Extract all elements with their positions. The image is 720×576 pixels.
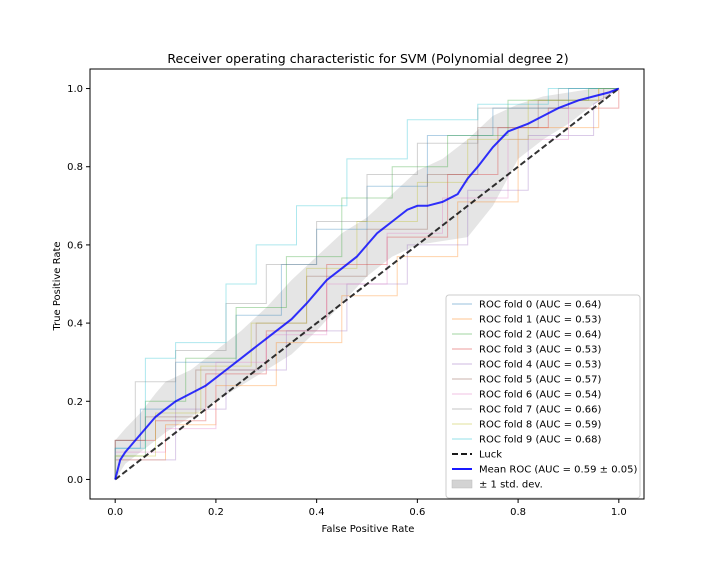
y-tick-label: 1.0	[67, 84, 83, 95]
roc-fold-line-8	[114, 88, 619, 480]
roc-fold-line-4	[114, 88, 620, 480]
roc-fold-line-6	[114, 88, 619, 480]
roc-fold-line-5	[114, 88, 619, 480]
legend-box	[445, 294, 641, 499]
legend-label: ROC fold 3 (AUC = 0.53)	[479, 345, 602, 356]
y-tick-label: 0.4	[67, 319, 83, 330]
legend-label: ROC fold 1 (AUC = 0.53)	[479, 315, 602, 326]
x-tick-label: 1.0	[611, 507, 627, 518]
roc-fold-line-3	[114, 88, 620, 480]
legend: ROC fold 0 (AUC = 0.64) ROC fold 1 (AUC =…	[445, 294, 641, 499]
x-tick-label: 0.6	[409, 507, 425, 518]
mean-roc-line	[114, 87, 620, 480]
legend-patch	[451, 479, 473, 489]
legend-label: ± 1 std. dev.	[479, 480, 543, 491]
x-tick-label: 0.0	[107, 507, 123, 518]
x-tick-label: 0.8	[510, 507, 526, 518]
y-tick-label: 0.6	[67, 240, 83, 251]
legend-label: ROC fold 6 (AUC = 0.54)	[479, 390, 602, 401]
legend-label: ROC fold 2 (AUC = 0.64)	[479, 330, 602, 341]
y-axis-label: True Positive Rate	[52, 241, 63, 331]
y-tick-label: 0.2	[67, 397, 83, 408]
y-tick-label: 0.0	[67, 475, 83, 486]
series-layer	[114, 87, 620, 481]
x-axis-label: False Positive Rate	[322, 524, 415, 535]
chart-title: Receiver operating characteristic for SV…	[167, 51, 568, 66]
luck-line	[114, 87, 620, 481]
legend-label: ROC fold 9 (AUC = 0.68)	[479, 435, 602, 446]
x-tick-label: 0.2	[208, 507, 224, 518]
roc-fold-line-0	[114, 88, 619, 480]
roc-fold-line-2	[114, 88, 619, 480]
roc-fold-line-9	[114, 88, 619, 480]
legend-items: ROC fold 0 (AUC = 0.64) ROC fold 1 (AUC =…	[451, 300, 637, 491]
legend-label: Luck	[479, 450, 502, 461]
legend-label: ROC fold 4 (AUC = 0.53)	[479, 360, 602, 371]
legend-label: ROC fold 0 (AUC = 0.64)	[479, 300, 602, 311]
y-tick-label: 0.8	[67, 162, 83, 173]
legend-label: ROC fold 8 (AUC = 0.59)	[479, 420, 602, 431]
roc-fold-line-7	[114, 88, 619, 480]
tick-layer: 0.0 0.2 0.4 0.6 0.8 1.0 0.0 0.2 0.4 0.6 0.8 1.0	[67, 84, 627, 518]
legend-label: ROC fold 7 (AUC = 0.66)	[479, 405, 602, 416]
legend-label: Mean ROC (AUC = 0.59 ± 0.05)	[479, 465, 637, 476]
plot-frame	[89, 68, 645, 500]
x-tick-label: 0.4	[309, 507, 325, 518]
legend-label: ROC fold 5 (AUC = 0.57)	[479, 375, 602, 386]
